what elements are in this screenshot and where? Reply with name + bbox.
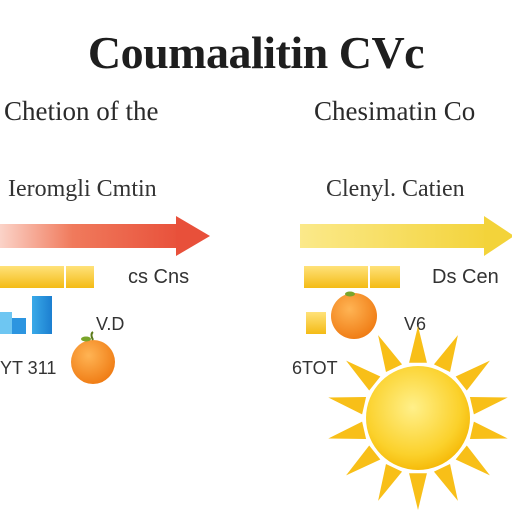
left-arrow	[0, 216, 210, 256]
right-subheading: Clenyl. Catien	[326, 176, 465, 202]
sun-ray	[346, 360, 381, 391]
sun-ray	[378, 335, 403, 373]
sun-ray	[378, 463, 403, 501]
right-small-bar	[306, 312, 326, 334]
sun-ray	[455, 445, 490, 476]
right-value-label: V6	[404, 314, 427, 334]
right-bottom-label: 6TOT	[292, 358, 338, 378]
left-bottom-label: YT 311	[0, 358, 57, 378]
orange-icon-right	[331, 291, 377, 339]
sun-ray	[409, 326, 427, 363]
right-heading: Chesimatin Co	[314, 96, 476, 126]
left-yellow-bar	[0, 266, 94, 288]
sun-ray	[455, 360, 490, 391]
bar-chart-icon	[0, 296, 52, 334]
sun-ray	[346, 445, 381, 476]
sun-ray	[469, 421, 508, 440]
sun-ray	[409, 473, 427, 510]
page-title: Coumaalitin CVc	[87, 27, 425, 78]
left-value-label: V.D	[96, 314, 125, 334]
right-arrow	[300, 216, 512, 256]
left-bar-label: cs Cns	[128, 266, 190, 288]
sun-ray	[328, 396, 367, 415]
right-yellow-bar	[304, 266, 400, 288]
left-subheading: Ieromgli Cmtin	[8, 176, 157, 202]
sun-ray	[469, 396, 508, 415]
sun-body	[366, 366, 470, 470]
sun-ray	[433, 335, 458, 373]
sun-ray	[433, 463, 458, 501]
left-heading: Chetion of the	[4, 96, 159, 126]
right-bar-label: Ds Cen	[432, 266, 499, 288]
orange-icon	[71, 331, 115, 384]
sun-ray	[328, 421, 367, 440]
sun-icon	[328, 326, 508, 510]
